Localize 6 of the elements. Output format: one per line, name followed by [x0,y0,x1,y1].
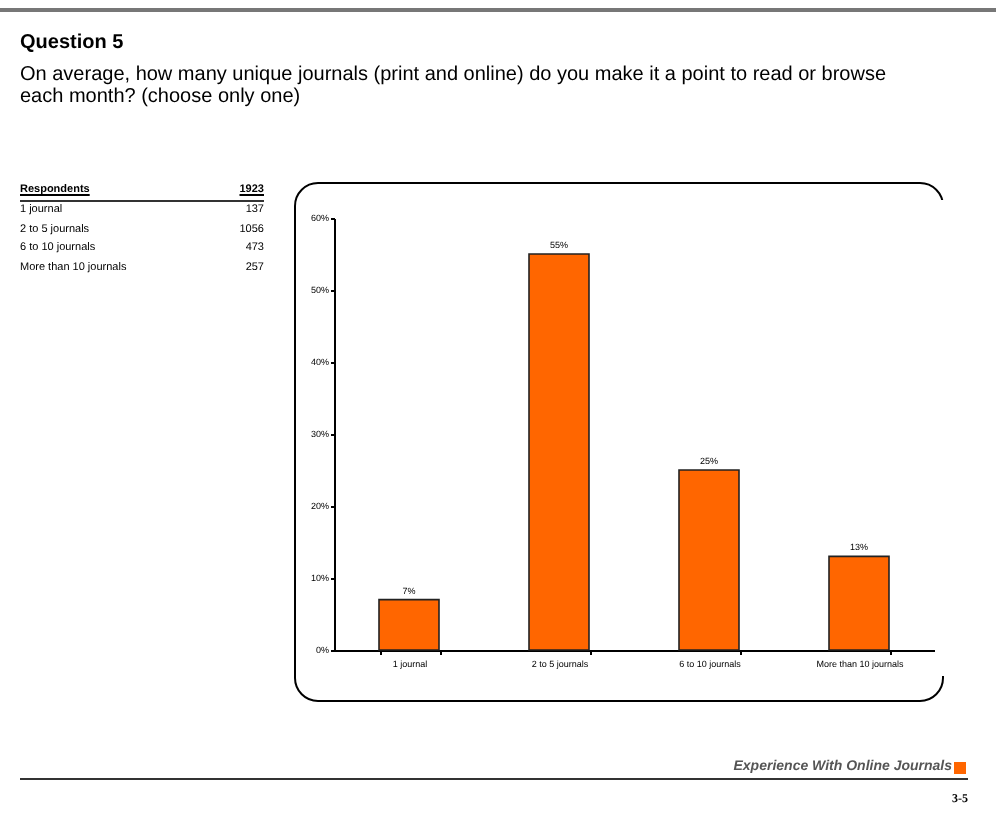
text: Question 5 [20,32,124,54]
bar [378,598,440,651]
chart-subtitle: On average, how many unique journals (print and online) do you make it a point to read or browse each month? (choose only one) [20,64,889,108]
bar [528,253,590,651]
bar [828,555,890,651]
bar [678,469,740,651]
